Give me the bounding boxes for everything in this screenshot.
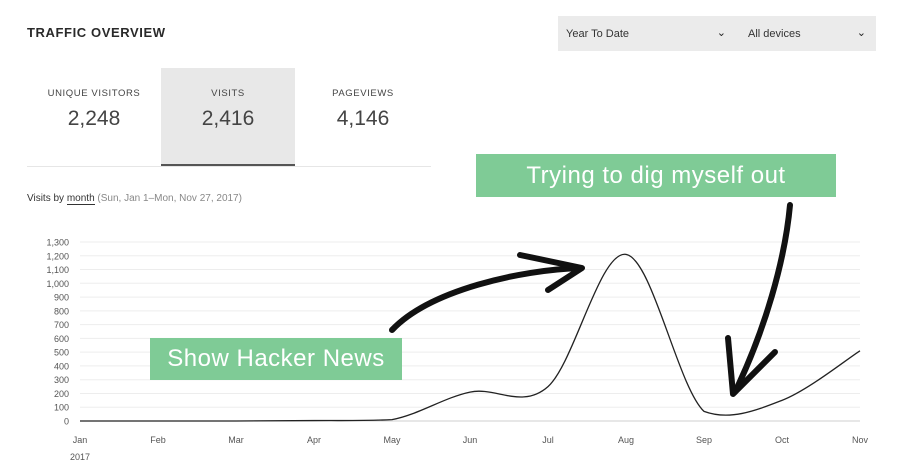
chart-grid (80, 241, 860, 422)
y-tick-label: 1,000 (46, 279, 69, 289)
y-tick-label: 600 (54, 334, 69, 344)
subtitle-prefix: Visits by (27, 193, 65, 204)
device-select[interactable]: All devices ⌄ (736, 16, 876, 51)
y-tick-label: 200 (54, 389, 69, 399)
chevron-down-icon: ⌄ (856, 27, 866, 39)
y-tick-label: 300 (54, 375, 69, 385)
y-tick-label: 0 (64, 417, 69, 427)
x-tick-label: May (383, 435, 401, 445)
stat-value: 4,146 (336, 107, 390, 130)
y-tick-label: 800 (54, 306, 69, 316)
x-tick-label: Jan (73, 435, 88, 445)
x-tick-label: Oct (775, 435, 790, 445)
x-tick-label: Sep (696, 435, 712, 445)
tab-visits[interactable]: VISITS 2,416 (161, 68, 295, 166)
chart-subtitle: Visits by month (Sun, Jan 1–Mon, Nov 27,… (27, 193, 242, 205)
arrow-to-peak (389, 265, 583, 333)
stats-tabs: UNIQUE VISITORS 2,248 VISITS 2,416 PAGEV… (27, 68, 431, 167)
x-tick-label: Jun (463, 435, 478, 445)
x-tick-label: Nov (852, 435, 869, 445)
stat-label: PAGEVIEWS (332, 88, 394, 99)
stat-value: 2,248 (67, 107, 121, 130)
arrow-to-peak-head (517, 252, 585, 293)
visits-series-line (79, 253, 861, 422)
y-axis: 0 100 200 300 400 500 600 700 800 900 1,000 1,100 1,… (46, 238, 69, 427)
y-tick-label: 700 (54, 320, 69, 330)
annotation-arrows (389, 202, 793, 397)
subtitle-range: (Sun, Jan 1–Mon, Nov 27, 2017) (97, 193, 242, 204)
y-tick-label: 100 (54, 403, 69, 413)
filter-bar: Year To Date ⌄ All devices ⌄ (558, 16, 876, 51)
arrow-to-dip-head (725, 335, 778, 397)
x-year-label: 2017 (70, 452, 90, 462)
x-axis: Jan Feb Mar Apr May Jun Jul Aug Sep Oct Nov 2017 (70, 435, 869, 462)
x-tick-label: Jul (542, 435, 554, 445)
x-tick-label: Aug (618, 435, 634, 445)
y-tick-label: 400 (54, 361, 69, 371)
x-tick-label: Feb (150, 435, 166, 445)
date-range-select[interactable]: Year To Date ⌄ (558, 16, 736, 51)
tab-pageviews[interactable]: PAGEVIEWS 4,146 (295, 68, 431, 166)
y-tick-label: 1,100 (46, 265, 69, 275)
stat-label: UNIQUE VISITORS (47, 88, 141, 99)
x-tick-label: Mar (228, 435, 244, 445)
stat-value: 2,416 (201, 107, 255, 130)
granularity-link[interactable]: month (66, 193, 95, 205)
annotation-dig-out: Trying to dig myself out (476, 154, 836, 197)
page-title: TRAFFIC OVERVIEW (27, 25, 166, 40)
stat-label: VISITS (211, 88, 245, 99)
y-tick-label: 500 (54, 348, 69, 358)
arrow-to-dip (732, 202, 793, 395)
x-tick-label: Apr (307, 435, 321, 445)
tab-unique-visitors[interactable]: UNIQUE VISITORS 2,248 (27, 68, 161, 166)
chevron-down-icon: ⌄ (716, 27, 726, 39)
annotation-show-hn: Show Hacker News (150, 338, 402, 380)
y-tick-label: 1,300 (46, 238, 69, 248)
y-tick-label: 1,200 (46, 251, 69, 261)
device-value: All devices (748, 27, 801, 40)
y-tick-label: 900 (54, 293, 69, 303)
date-range-value: Year To Date (566, 27, 629, 40)
